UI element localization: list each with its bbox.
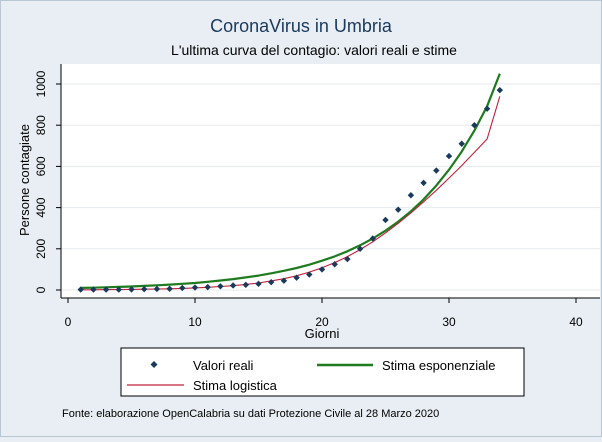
data-point-19	[318, 266, 326, 273]
data-series	[77, 73, 503, 293]
data-point-5	[141, 285, 148, 293]
x-tick-label-4: 40	[569, 315, 583, 329]
data-point-20	[331, 261, 338, 268]
data-point-11	[217, 283, 224, 290]
data-point-27	[420, 179, 427, 187]
data-point-15	[268, 278, 275, 286]
legend-label-stima-logistica: Stima logistica	[193, 378, 278, 393]
x-axis-label: Giorni	[305, 326, 340, 341]
series-line-stima-esponenziale	[80, 73, 501, 289]
data-point-24	[382, 216, 389, 224]
source-note: Fonte: elaborazione OpenCalabria su dati…	[62, 408, 439, 420]
x-tick-label-3: 30	[442, 315, 456, 329]
data-point-7	[166, 285, 173, 292]
data-point-30	[458, 140, 465, 147]
chart-title: CoronaVirus in Umbria	[210, 16, 393, 36]
data-point-6	[153, 285, 161, 293]
axes: 0 200 400 600 800 1000 0 10 20 30 40	[34, 64, 600, 329]
data-point-22	[356, 245, 364, 252]
y-tick-label-2: 400	[34, 197, 48, 217]
x-tick-label-0: 0	[65, 315, 72, 329]
data-point-33	[496, 86, 503, 94]
data-point-18	[306, 271, 313, 278]
data-point-25	[395, 206, 402, 213]
data-point-17	[293, 274, 300, 281]
data-point-31	[471, 122, 478, 129]
legend-label-valori-reali: Valori reali	[193, 358, 254, 373]
legend-marker-valori-reali	[150, 361, 158, 368]
y-tick-label-0: 0	[34, 286, 48, 293]
x-tick-label-2: 20	[315, 315, 329, 329]
data-point-9	[191, 284, 199, 291]
data-point-10	[204, 283, 211, 291]
data-point-32	[483, 105, 491, 112]
legend-box	[120, 347, 525, 397]
data-point-0	[77, 286, 84, 293]
legend: Valori reali Stima esponenziale Stima lo…	[120, 347, 525, 397]
data-point-28	[433, 167, 440, 174]
y-tick-label-4: 800	[34, 115, 48, 135]
plot-area	[61, 64, 600, 298]
y-tick-label-5: 1000	[34, 70, 48, 97]
data-point-2	[102, 286, 110, 293]
data-point-13	[242, 281, 249, 289]
data-point-14	[255, 280, 262, 288]
data-point-26	[407, 192, 415, 199]
data-point-3	[115, 286, 122, 293]
data-point-8	[179, 284, 186, 292]
chart-subtitle: L'ultima curva del contagio: valori real…	[171, 42, 457, 58]
data-point-1	[90, 286, 97, 293]
data-point-16	[280, 277, 288, 284]
data-point-23	[369, 235, 376, 242]
y-axis-label: Persone contagiate	[17, 124, 32, 236]
data-point-4	[128, 286, 135, 293]
gridlines	[61, 83, 600, 291]
data-point-29	[445, 152, 453, 160]
legend-label-stima-esponenziale: Stima esponenziale	[382, 358, 495, 373]
x-tick-label-1: 10	[188, 315, 202, 329]
data-point-21	[344, 255, 351, 263]
series-line-stima-logistica	[80, 96, 501, 291]
data-point-12	[229, 282, 237, 289]
y-tick-label-3: 600	[34, 156, 48, 176]
y-tick-label-1: 200	[34, 238, 48, 258]
